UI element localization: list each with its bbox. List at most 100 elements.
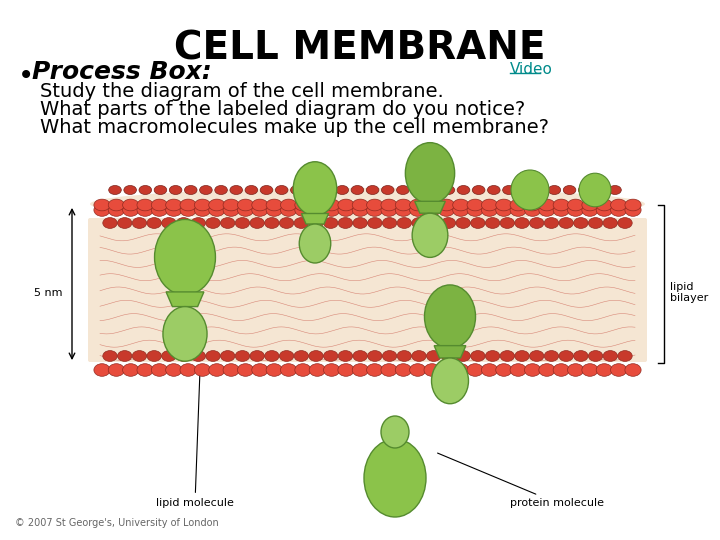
Ellipse shape [281,199,297,211]
Ellipse shape [220,350,235,361]
Ellipse shape [300,224,330,263]
Text: 5 nm: 5 nm [34,287,62,298]
Ellipse shape [438,204,454,217]
Ellipse shape [209,204,225,217]
Ellipse shape [510,364,526,376]
Ellipse shape [194,204,210,217]
Ellipse shape [588,350,603,361]
Ellipse shape [194,199,210,211]
Ellipse shape [191,350,205,361]
Ellipse shape [321,186,333,194]
Ellipse shape [503,186,516,194]
Ellipse shape [442,186,454,194]
Ellipse shape [122,364,139,376]
Ellipse shape [397,186,409,194]
Ellipse shape [294,204,311,217]
Ellipse shape [453,364,469,376]
Ellipse shape [122,204,139,217]
Ellipse shape [323,218,338,228]
Ellipse shape [544,218,559,228]
Ellipse shape [485,350,500,361]
Ellipse shape [279,350,294,361]
Ellipse shape [166,364,182,376]
Ellipse shape [618,218,632,228]
Ellipse shape [544,350,559,361]
Ellipse shape [323,364,340,376]
Ellipse shape [260,186,273,194]
Ellipse shape [533,186,546,194]
Ellipse shape [352,199,369,211]
Text: What macromolecules make up the cell membrane?: What macromolecules make up the cell mem… [40,118,549,137]
Ellipse shape [364,439,426,517]
Ellipse shape [518,186,531,194]
Ellipse shape [338,364,354,376]
Ellipse shape [611,364,626,376]
Ellipse shape [567,364,584,376]
Ellipse shape [252,204,268,217]
Ellipse shape [238,199,253,211]
Ellipse shape [567,199,584,211]
Ellipse shape [266,364,282,376]
Ellipse shape [103,350,117,361]
Ellipse shape [132,218,147,228]
Text: What parts of the labeled diagram do you notice?: What parts of the labeled diagram do you… [40,100,526,119]
Ellipse shape [553,204,570,217]
Ellipse shape [265,350,279,361]
Ellipse shape [412,350,426,361]
Ellipse shape [366,199,383,211]
Ellipse shape [471,218,485,228]
Text: Video: Video [510,62,553,77]
Ellipse shape [250,350,264,361]
Ellipse shape [290,186,303,194]
Ellipse shape [223,199,239,211]
Ellipse shape [336,186,348,194]
Ellipse shape [588,218,603,228]
Ellipse shape [467,199,483,211]
Ellipse shape [426,350,441,361]
Ellipse shape [353,350,367,361]
Ellipse shape [438,199,454,211]
Ellipse shape [137,204,153,217]
Ellipse shape [431,358,469,404]
Ellipse shape [625,364,641,376]
Ellipse shape [108,364,125,376]
Ellipse shape [137,199,153,211]
Ellipse shape [453,204,469,217]
Ellipse shape [608,186,621,194]
Ellipse shape [611,204,626,217]
Ellipse shape [180,364,197,376]
Text: lipid molecule: lipid molecule [156,373,234,508]
Ellipse shape [596,364,613,376]
Ellipse shape [397,350,412,361]
Ellipse shape [524,204,541,217]
Ellipse shape [162,218,176,228]
Ellipse shape [366,204,383,217]
Ellipse shape [553,199,570,211]
Ellipse shape [574,218,588,228]
Ellipse shape [266,204,282,217]
Ellipse shape [456,350,470,361]
Ellipse shape [151,204,168,217]
Ellipse shape [412,186,424,194]
Ellipse shape [169,186,182,194]
Ellipse shape [108,199,125,211]
Ellipse shape [366,186,379,194]
Ellipse shape [162,350,176,361]
Ellipse shape [338,350,353,361]
Ellipse shape [395,199,411,211]
Ellipse shape [309,204,325,217]
Text: CELL MEMBRANE: CELL MEMBRANE [174,30,546,68]
Ellipse shape [147,218,161,228]
Ellipse shape [139,186,152,194]
Ellipse shape [625,199,641,211]
Ellipse shape [281,364,297,376]
Ellipse shape [457,186,469,194]
Ellipse shape [309,350,323,361]
Ellipse shape [381,416,409,448]
Ellipse shape [294,364,311,376]
Ellipse shape [596,204,613,217]
Ellipse shape [163,307,207,361]
Ellipse shape [209,364,225,376]
Ellipse shape [539,204,555,217]
Ellipse shape [309,218,323,228]
